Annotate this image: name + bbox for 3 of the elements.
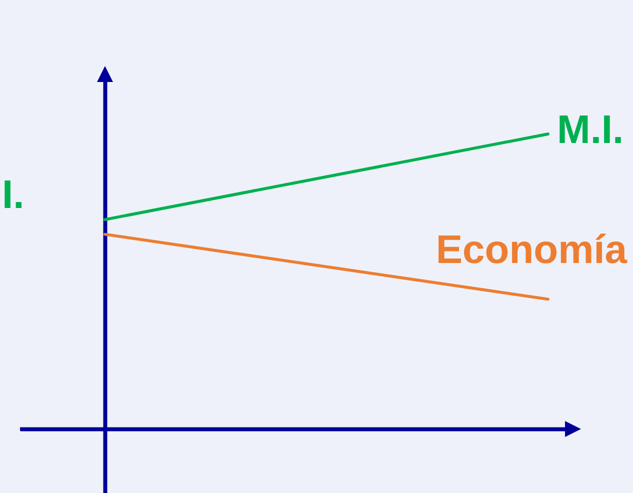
series-label: Economía bbox=[436, 228, 628, 272]
series-label: M.I. bbox=[557, 108, 624, 152]
annotation: I. bbox=[2, 173, 24, 217]
